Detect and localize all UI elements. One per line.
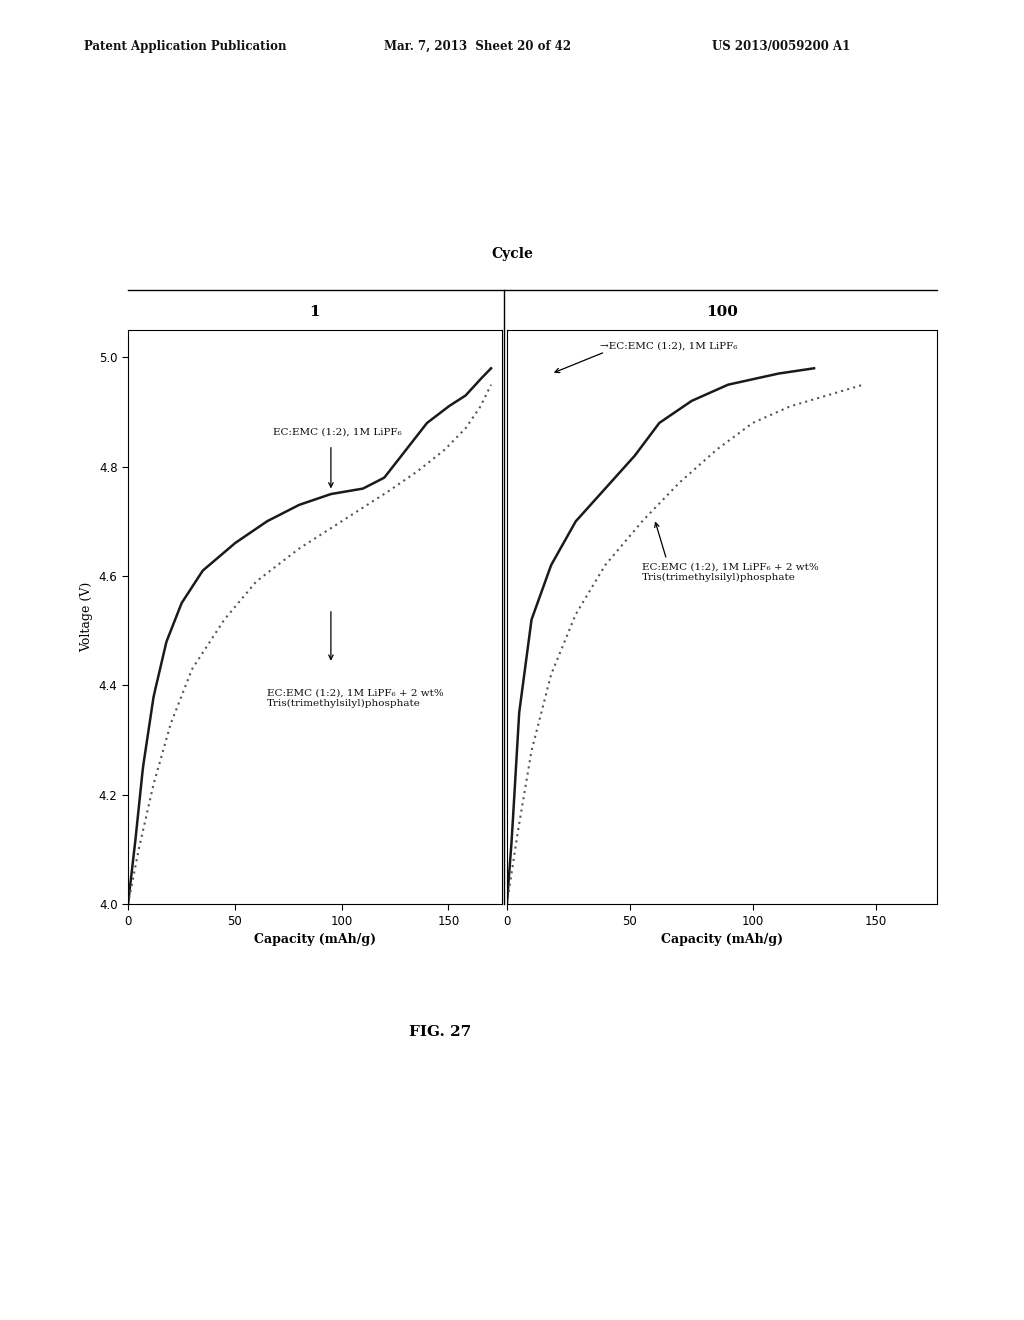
X-axis label: Capacity (mAh/g): Capacity (mAh/g) [660,933,783,946]
Text: →EC:EMC (1:2), 1M LiPF₆: →EC:EMC (1:2), 1M LiPF₆ [600,342,737,350]
Text: EC:EMC (1:2), 1M LiPF₆ + 2 wt%
Tris(trimethylsilyl)phosphate: EC:EMC (1:2), 1M LiPF₆ + 2 wt% Tris(trim… [642,562,819,582]
X-axis label: Capacity (mAh/g): Capacity (mAh/g) [254,933,376,946]
Text: 1: 1 [309,305,321,319]
Text: FIG. 27: FIG. 27 [410,1026,471,1039]
Text: US 2013/0059200 A1: US 2013/0059200 A1 [712,40,850,53]
Y-axis label: Voltage (V): Voltage (V) [80,582,93,652]
Text: EC:EMC (1:2), 1M LiPF₆: EC:EMC (1:2), 1M LiPF₆ [273,428,401,437]
Text: Patent Application Publication: Patent Application Publication [84,40,287,53]
Text: Mar. 7, 2013  Sheet 20 of 42: Mar. 7, 2013 Sheet 20 of 42 [384,40,571,53]
Text: Cycle: Cycle [492,247,532,261]
Text: EC:EMC (1:2), 1M LiPF₆ + 2 wt%
Tris(trimethylsilyl)phosphate: EC:EMC (1:2), 1M LiPF₆ + 2 wt% Tris(trim… [267,688,443,708]
Text: 100: 100 [706,305,738,319]
